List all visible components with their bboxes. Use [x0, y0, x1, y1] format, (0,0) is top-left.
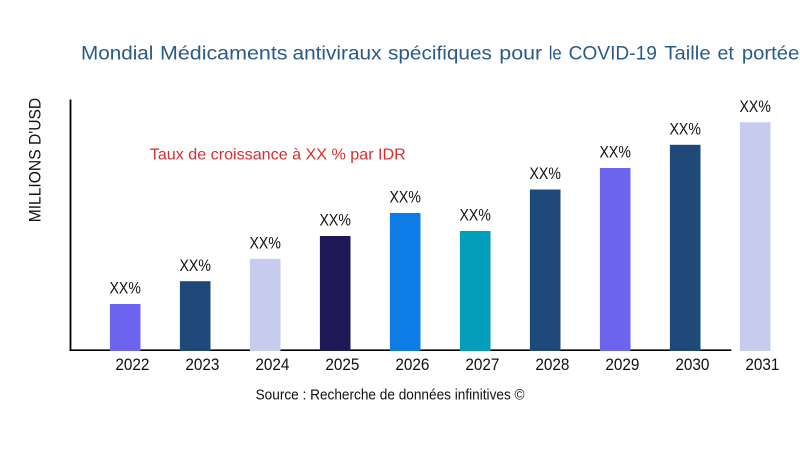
svg-text:portée: portée	[742, 44, 799, 65]
svg-text:2031: 2031	[745, 355, 779, 374]
svg-text:COVID-19: COVID-19	[569, 44, 657, 65]
svg-text:2028: 2028	[535, 355, 569, 374]
svg-text:XX%: XX%	[320, 211, 351, 230]
svg-text:spécifiques: spécifiques	[388, 44, 492, 65]
svg-text:antiviraux: antiviraux	[293, 44, 382, 65]
svg-text:MILLIONS D'USD: MILLIONS D'USD	[26, 98, 45, 223]
svg-text:XX%: XX%	[460, 206, 491, 225]
svg-text:XX%: XX%	[670, 120, 701, 139]
svg-text:XX%: XX%	[600, 143, 631, 162]
svg-text:Source : Recherche de données: Source : Recherche de données infinitive…	[256, 388, 525, 404]
svg-text:2024: 2024	[255, 355, 289, 374]
svg-text:2030: 2030	[675, 355, 709, 374]
svg-text:pour: pour	[499, 44, 543, 65]
svg-text:Taille: Taille	[664, 44, 710, 65]
svg-text:XX%: XX%	[390, 188, 421, 207]
svg-text:Mondial: Mondial	[81, 44, 153, 65]
svg-text:2023: 2023	[185, 355, 219, 374]
svg-text:2027: 2027	[465, 355, 499, 374]
svg-text:2025: 2025	[325, 355, 359, 374]
svg-text:XX%: XX%	[530, 164, 561, 183]
svg-text:XX%: XX%	[250, 234, 281, 253]
svg-text:XX%: XX%	[180, 256, 211, 275]
svg-text:XX%: XX%	[110, 279, 141, 298]
svg-text:Taux de croissance à XX % par: Taux de croissance à XX % par IDR	[150, 147, 406, 164]
svg-text:2026: 2026	[395, 355, 429, 374]
svg-text:le: le	[549, 44, 562, 65]
svg-text:Médicaments: Médicaments	[160, 44, 288, 65]
svg-text:XX%: XX%	[740, 97, 771, 116]
svg-text:2022: 2022	[115, 355, 149, 374]
svg-text:2029: 2029	[605, 355, 639, 374]
svg-text:et: et	[718, 44, 735, 65]
